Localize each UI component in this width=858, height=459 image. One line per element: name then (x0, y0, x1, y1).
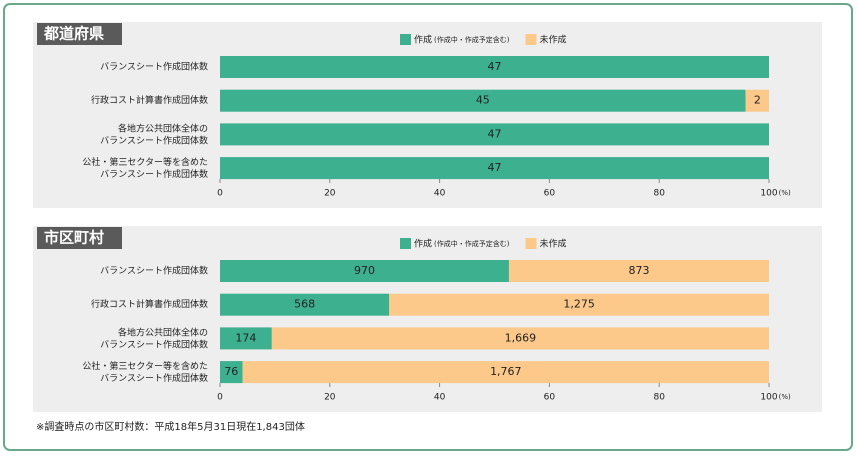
bar-segment (220, 361, 243, 384)
category-label: バランスシート作成団体数 (100, 61, 208, 73)
category-label: 行政コスト計算書作成団体数 (91, 298, 208, 310)
x-tick-label: 100 (760, 189, 777, 199)
value-label: 45 (476, 94, 490, 107)
x-tick-label: 20 (324, 189, 336, 199)
category-label: 各地方公共団体全体のバランスシート作成団体数 (100, 326, 208, 350)
legend-label: 作成 (414, 34, 432, 46)
bar-segment (242, 361, 770, 384)
bar-segment (220, 260, 509, 282)
bar-segment (508, 260, 769, 282)
legend-swatch (400, 238, 411, 249)
legend-note: (作成中・作成予定含む) (434, 239, 510, 248)
x-tick-label: 0 (217, 393, 223, 403)
legend-swatch (525, 238, 537, 249)
bar-segment (220, 123, 769, 146)
x-tick-label: 40 (434, 393, 446, 403)
bar-segment (220, 293, 390, 316)
value-label: 1,669 (505, 331, 537, 344)
category-label: 公社・第三セクター等を含めたバランスシート作成団体数 (82, 360, 208, 384)
footnote: ※調査時点の市区町村数：平成18年5月31日現在1,843団体 (36, 420, 305, 433)
x-tick-label: 80 (653, 189, 665, 199)
value-label: 1,767 (490, 365, 522, 378)
value-label: 47 (488, 60, 502, 73)
value-label: 970 (354, 264, 375, 277)
value-label: 47 (488, 161, 502, 174)
bar-segment (220, 89, 746, 112)
category-label: バランスシート作成団体数 (100, 265, 208, 277)
x-unit: (%) (779, 393, 791, 401)
bar-segment (745, 89, 769, 112)
legend-note: (作成中・作成予定含む) (434, 35, 510, 44)
panel-title-bg (37, 227, 122, 249)
category-label: 公社・第三セクター等を含めたバランスシート作成団体数 (82, 156, 208, 180)
panel (33, 22, 822, 208)
value-label: 568 (294, 298, 315, 311)
value-label: 174 (235, 331, 256, 344)
bar-segment (220, 327, 272, 350)
x-tick-label: 60 (544, 393, 556, 403)
panel-title: 都道府県 (43, 25, 104, 43)
category-label: 行政コスト計算書作成団体数 (91, 94, 208, 106)
x-tick-label: 60 (544, 189, 556, 199)
bar-segment (220, 56, 769, 78)
legend-swatch (400, 34, 411, 45)
legend-label: 未作成 (539, 34, 566, 46)
x-tick-label: 80 (653, 393, 665, 403)
x-tick-label: 40 (434, 189, 446, 199)
panel-title: 市区町村 (44, 229, 104, 247)
legend-swatch (525, 34, 537, 45)
category-label: 各地方公共団体全体のバランスシート作成団体数 (100, 122, 208, 146)
x-tick-label: 100 (760, 393, 777, 403)
panel-title-bg (37, 23, 122, 45)
value-label: 873 (628, 264, 649, 277)
value-label: 47 (488, 127, 502, 140)
value-label: 2 (754, 94, 761, 107)
value-label: 1,275 (563, 298, 595, 311)
legend-label: 未作成 (539, 238, 566, 250)
x-tick-label: 20 (324, 393, 336, 403)
value-label: 76 (224, 365, 238, 378)
bar-segment (389, 293, 769, 316)
bar-segment (271, 327, 769, 350)
x-unit: (%) (779, 189, 791, 197)
x-tick-label: 0 (217, 189, 223, 199)
panel (33, 226, 822, 412)
bar-segment (220, 157, 769, 180)
legend-label: 作成 (414, 238, 432, 250)
